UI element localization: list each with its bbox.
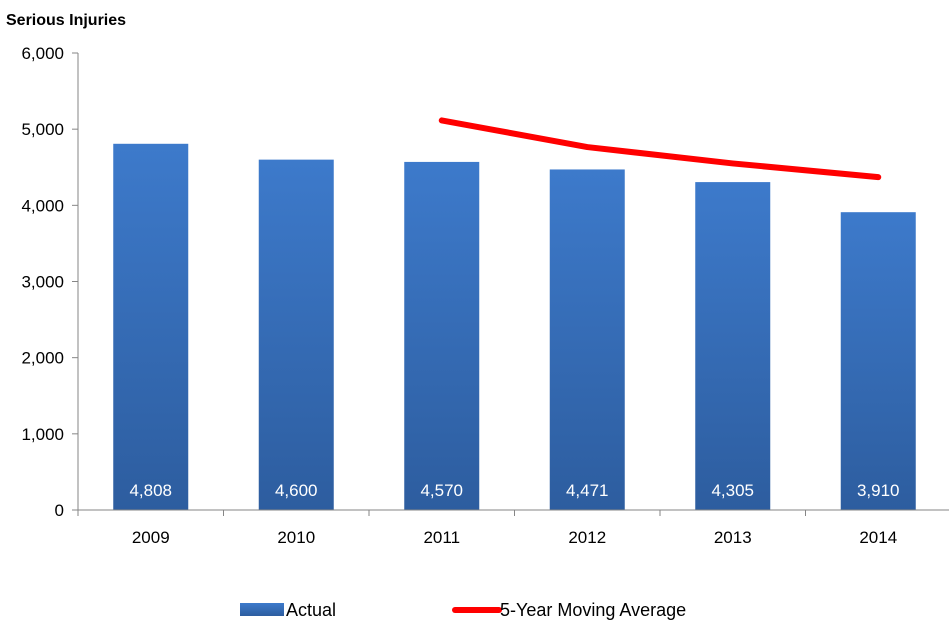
legend-label-actual: Actual xyxy=(286,600,336,620)
y-tick-label: 2,000 xyxy=(21,349,64,368)
chart-title: Serious Injuries xyxy=(6,12,126,29)
data-label-actual-2011: 4,570 xyxy=(420,481,463,500)
bar-actual-2012 xyxy=(549,169,625,510)
legend-label-moving-average: 5-Year Moving Average xyxy=(500,600,686,620)
bar-actual-2011 xyxy=(404,161,480,510)
data-label-actual-2009: 4,808 xyxy=(129,481,172,500)
data-label-actual-2010: 4,600 xyxy=(275,481,318,500)
bars: 4,808 4,600 4,570 4,471 4,305 3,910 xyxy=(113,143,916,511)
bar-actual-2010 xyxy=(258,159,334,510)
x-axis: 2009 2010 2011 2012 2013 2014 xyxy=(77,509,949,547)
data-label-actual-2014: 3,910 xyxy=(857,481,900,500)
y-tick-label: 3,000 xyxy=(21,273,64,292)
data-label-actual-2012: 4,471 xyxy=(566,481,609,500)
x-tick-label-2013: 2013 xyxy=(714,528,752,547)
moving-average-line-series xyxy=(438,117,882,181)
x-tick-label-2012: 2012 xyxy=(568,528,606,547)
y-tick-label: 1,000 xyxy=(21,425,64,444)
legend-swatch-actual xyxy=(240,603,284,616)
x-tick-label-2014: 2014 xyxy=(859,528,897,547)
y-tick-label: 0 xyxy=(55,501,64,520)
data-label-actual-2013: 4,305 xyxy=(711,481,754,500)
x-tick-label-2009: 2009 xyxy=(132,528,170,547)
bar-actual-2009 xyxy=(113,143,189,511)
y-tick-label: 5,000 xyxy=(21,120,64,139)
y-tick-label: 4,000 xyxy=(21,196,64,215)
x-tick-label-2011: 2011 xyxy=(423,528,460,547)
bar-actual-2014 xyxy=(840,212,916,510)
moving-average-line xyxy=(438,117,882,181)
y-tick-label: 6,000 xyxy=(21,44,64,63)
x-tick-label-2010: 2010 xyxy=(277,528,315,547)
legend: Actual 5-Year Moving Average xyxy=(240,600,686,620)
bar-actual-2013 xyxy=(695,182,771,511)
y-axis: 0 1,000 2,000 3,000 4,000 5,000 6,000 xyxy=(21,44,79,520)
